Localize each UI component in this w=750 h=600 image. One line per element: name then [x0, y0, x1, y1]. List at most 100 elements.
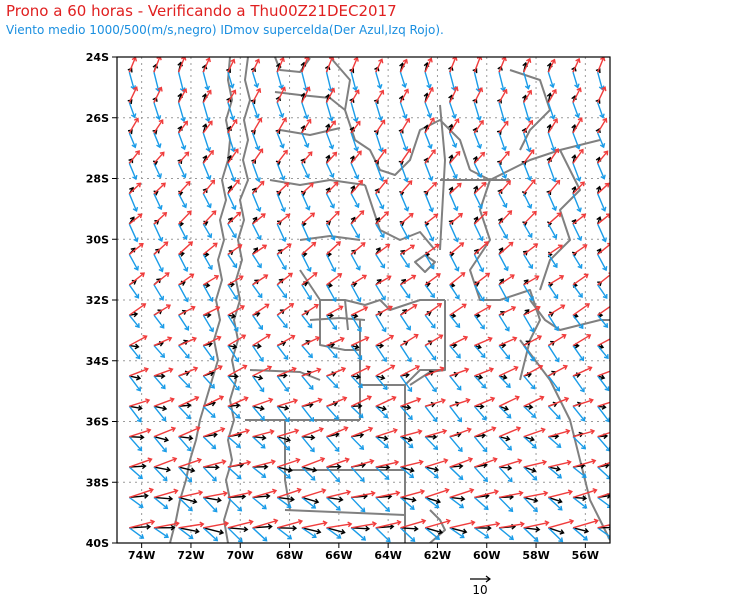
- left-mover-arrow: [449, 335, 469, 347]
- mean-wind-arrow: [375, 405, 387, 412]
- right-mover-arrow: [350, 102, 359, 123]
- left-mover-arrow: [399, 58, 408, 73]
- right-mover-arrow: [227, 284, 238, 301]
- right-mover-arrow: [251, 193, 262, 213]
- right-mover-arrow: [473, 254, 485, 273]
- right-mover-arrow: [252, 436, 266, 449]
- left-mover-arrow: [547, 118, 558, 134]
- left-mover-arrow: [202, 335, 222, 347]
- left-mover-arrow: [474, 396, 496, 407]
- left-mover-arrow: [572, 488, 598, 499]
- mean-wind-arrow: [523, 404, 534, 410]
- right-mover-arrow: [547, 102, 556, 120]
- left-mover-arrow: [498, 365, 519, 377]
- right-mover-arrow: [547, 527, 564, 543]
- right-mover-arrow: [523, 345, 535, 362]
- left-mover-arrow: [202, 179, 216, 195]
- right-mover-arrow: [153, 102, 162, 121]
- left-mover-arrow: [498, 426, 522, 438]
- mean-wind-arrow: [474, 374, 484, 380]
- left-mover-arrow: [203, 426, 226, 438]
- left-mover-arrow: [375, 119, 386, 134]
- left-mover-arrow: [129, 398, 151, 407]
- left-mover-arrow: [276, 117, 287, 134]
- wind-vectors: [127, 57, 610, 543]
- left-mover-arrow: [301, 303, 319, 316]
- left-mover-arrow: [326, 181, 339, 195]
- left-mover-arrow: [128, 213, 143, 225]
- left-mover-arrow: [178, 210, 192, 225]
- right-mover-arrow: [252, 284, 263, 299]
- left-mover-arrow: [572, 148, 584, 164]
- right-mover-arrow: [597, 527, 610, 539]
- right-mover-arrow: [597, 132, 606, 149]
- right-mover-arrow: [572, 284, 583, 299]
- right-mover-arrow: [153, 284, 165, 301]
- left-mover-arrow: [326, 151, 338, 164]
- left-mover-arrow: [153, 119, 164, 134]
- left-mover-arrow: [227, 428, 251, 438]
- right-mover-arrow: [326, 527, 342, 539]
- right-mover-arrow: [153, 375, 166, 390]
- right-mover-arrow: [523, 223, 533, 239]
- right-mover-arrow: [572, 132, 581, 150]
- right-mover-arrow: [276, 345, 289, 361]
- left-mover-arrow: [350, 57, 359, 73]
- left-mover-arrow: [400, 244, 416, 256]
- right-mover-arrow: [301, 254, 312, 273]
- right-mover-arrow: [572, 71, 580, 89]
- mean-wind-arrow: [572, 527, 590, 534]
- right-mover-arrow: [523, 496, 538, 513]
- latitude-labels: 24S 26S 28S 30S 32S 34S 36S 38S 40S: [86, 51, 109, 550]
- left-mover-arrow: [572, 428, 596, 438]
- left-mover-arrow: [597, 182, 610, 195]
- right-mover-arrow: [202, 223, 213, 239]
- left-mover-arrow: [227, 459, 252, 468]
- right-mover-arrow: [128, 163, 138, 181]
- right-mover-arrow: [597, 163, 606, 180]
- left-mover-arrow: [498, 521, 525, 529]
- left-mover-arrow: [325, 120, 336, 134]
- right-mover-arrow: [153, 193, 163, 211]
- right-mover-arrow: [350, 163, 360, 180]
- left-mover-arrow: [128, 57, 138, 73]
- left-mover-arrow: [548, 459, 572, 468]
- left-mover-arrow: [375, 275, 392, 286]
- right-mover-arrow: [597, 496, 610, 508]
- right-mover-arrow: [399, 102, 408, 120]
- mean-wind-arrow: [178, 527, 200, 534]
- left-mover-arrow: [277, 428, 300, 438]
- map-subtitle: Viento medio 1000/500(m/s,negro) IDmov s…: [6, 23, 444, 37]
- mean-wind-arrow: [523, 526, 541, 533]
- left-mover-arrow: [572, 303, 591, 316]
- mean-wind-arrow: [424, 496, 441, 504]
- right-mover-arrow: [325, 223, 336, 241]
- left-mover-arrow: [326, 426, 349, 438]
- right-mover-arrow: [128, 345, 141, 360]
- right-mover-arrow: [350, 254, 361, 271]
- mean-wind-arrow: [326, 463, 342, 470]
- left-mover-arrow: [474, 457, 498, 468]
- right-mover-arrow: [252, 496, 267, 510]
- right-mover-arrow: [178, 193, 188, 209]
- right-mover-arrow: [375, 466, 390, 480]
- left-mover-arrow: [375, 58, 384, 73]
- right-mover-arrow: [301, 102, 310, 120]
- right-mover-arrow: [325, 314, 337, 331]
- left-mover-arrow: [523, 243, 539, 255]
- right-mover-arrow: [178, 345, 190, 359]
- right-mover-arrow: [399, 193, 410, 212]
- mean-wind-arrow: [227, 313, 237, 319]
- left-mover-arrow: [252, 397, 274, 407]
- right-mover-arrow: [276, 163, 286, 181]
- right-mover-arrow: [547, 163, 557, 183]
- left-mover-arrow: [498, 241, 514, 255]
- left-mover-arrow: [449, 303, 467, 316]
- right-mover-arrow: [523, 436, 537, 449]
- right-mover-arrow: [449, 163, 458, 180]
- right-mover-arrow: [473, 284, 485, 302]
- left-mover-arrow: [547, 244, 563, 256]
- right-mover-arrow: [276, 193, 287, 213]
- left-mover-arrow: [572, 213, 587, 225]
- left-mover-arrow: [498, 274, 515, 286]
